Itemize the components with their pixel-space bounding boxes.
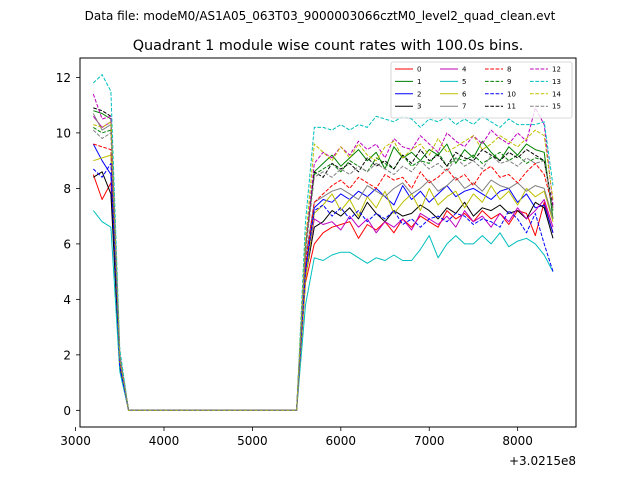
legend-label-0: 0	[417, 66, 421, 74]
x-tick-label: 4000	[149, 434, 180, 448]
x-tick-label: 5000	[237, 434, 268, 448]
x-axis: 3000 4000 5000 6000 7000 8000	[60, 427, 533, 448]
y-tick-label: 6	[63, 237, 71, 251]
y-tick-label: 4	[63, 293, 71, 307]
y-tick-label: 0	[63, 404, 71, 418]
legend-label-9: 9	[507, 78, 511, 86]
legend-label-13: 13	[552, 78, 561, 86]
chart-title: Quadrant 1 module wise count rates with …	[133, 38, 524, 54]
y-tick-label: 2	[63, 348, 71, 362]
legend-label-2: 2	[417, 90, 421, 98]
legend-label-6: 6	[462, 90, 467, 98]
series-line-15	[92, 129, 554, 411]
legend-box	[390, 61, 573, 119]
y-tick-label: 8	[63, 182, 71, 196]
suptitle: Data file: modeM0/AS1A05_063T03_90000030…	[85, 9, 556, 23]
legend-label-14: 14	[552, 90, 561, 98]
series-layer	[92, 74, 554, 411]
x-tick-label: 8000	[502, 434, 533, 448]
y-tick-label: 12	[56, 71, 71, 85]
legend-label-8: 8	[507, 66, 511, 74]
legend-label-7: 7	[462, 103, 466, 111]
x-tick-label: 7000	[414, 434, 445, 448]
legend-label-10: 10	[507, 90, 516, 98]
legend-label-1: 1	[417, 78, 421, 86]
legend-label-12: 12	[552, 66, 561, 74]
x-tick-label: 3000	[60, 434, 91, 448]
plot-area	[79, 57, 577, 428]
legend-label-4: 4	[462, 66, 467, 74]
x-tick-label: 6000	[326, 434, 357, 448]
y-axis: 0 2 4 6 8 10 12	[56, 71, 80, 418]
x-offset-text: +3.0215e8	[509, 454, 576, 468]
series-line-13	[92, 74, 554, 411]
legend-label-5: 5	[462, 78, 466, 86]
legend-label-11: 11	[507, 103, 516, 111]
series-line-10	[92, 162, 554, 411]
legend-label-3: 3	[417, 103, 421, 111]
y-tick-label: 10	[56, 126, 71, 140]
axes-frame	[79, 57, 577, 428]
legend-label-15: 15	[552, 103, 561, 111]
